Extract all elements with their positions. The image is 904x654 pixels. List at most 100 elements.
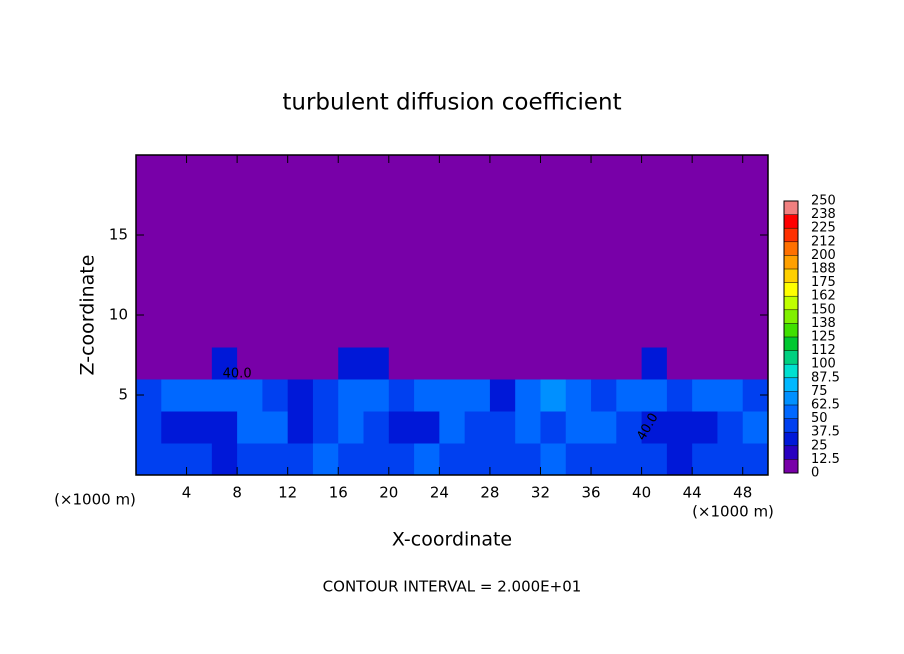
field-cell: [439, 443, 466, 476]
field-cell: [641, 315, 668, 348]
field-cell: [211, 315, 238, 348]
field-cell: [591, 379, 617, 412]
colorbar-label: 200: [811, 248, 836, 263]
field-cell: [489, 443, 516, 476]
field-cell: [489, 155, 516, 188]
field-cell: [641, 155, 668, 188]
field-cell: [338, 155, 365, 188]
x-tick-label: 44: [683, 484, 702, 502]
field-cell: [186, 411, 213, 444]
field-cell: [414, 155, 440, 188]
field-cell: [591, 219, 617, 252]
field-cell: [186, 187, 213, 220]
field-cell: [666, 443, 693, 476]
colorbar-label: 238: [811, 207, 836, 222]
field-cell: [388, 155, 415, 188]
field-cell: [414, 347, 440, 380]
field-cell: [414, 443, 440, 476]
colorbar-label: 100: [811, 357, 836, 372]
field-cell: [161, 411, 188, 444]
field-cell: [489, 347, 516, 380]
field-cell: [136, 155, 162, 188]
colorbar-segment: [784, 323, 798, 337]
field-cell: [591, 155, 617, 188]
field-cell: [742, 443, 769, 476]
x-tick-label: 32: [531, 484, 550, 502]
field-cell: [464, 315, 491, 348]
x-tick-label: 36: [581, 484, 600, 502]
field-cell: [515, 443, 541, 476]
field-cell: [717, 187, 744, 220]
x-unit-label: (×1000 m): [692, 503, 774, 521]
field-cell: [287, 219, 314, 252]
field-cell: [742, 283, 769, 316]
field-cell: [717, 411, 744, 444]
field-cell: [312, 283, 339, 316]
field-cell: [338, 443, 365, 476]
y-axis-label: Z-coordinate: [77, 255, 99, 376]
field-cell: [136, 251, 162, 284]
y-tick-label: 15: [109, 226, 128, 244]
field-cell: [414, 251, 440, 284]
field-cell: [439, 187, 466, 220]
field-cell: [439, 411, 466, 444]
colorbar-segment: [784, 445, 798, 460]
field-cell: [515, 251, 541, 284]
field-cell: [666, 251, 693, 284]
field-cell: [641, 411, 668, 444]
field-cell: [237, 187, 263, 220]
field-cell: [161, 347, 188, 380]
colorbar-segment: [784, 241, 798, 256]
field-cell: [439, 283, 466, 316]
field-cell: [439, 315, 466, 348]
field-cell: [666, 219, 693, 252]
field-cell: [565, 411, 592, 444]
field-cell: [186, 155, 213, 188]
field-cell: [565, 347, 592, 380]
field-cell: [692, 251, 718, 284]
colorbar-label: 125: [811, 330, 836, 345]
colorbar-label: 75: [811, 384, 828, 399]
field-cell: [237, 251, 263, 284]
field-cell: [338, 315, 365, 348]
field-cell: [237, 315, 263, 348]
field-cell: [262, 187, 289, 220]
field-cell: [464, 155, 491, 188]
field-cell: [287, 283, 314, 316]
colorbar-label: 162: [811, 289, 836, 304]
field-cell: [287, 251, 314, 284]
field-cell: [692, 283, 718, 316]
colorbar-label: 12.5: [811, 452, 840, 467]
field-cell: [388, 283, 415, 316]
field-cell: [338, 219, 365, 252]
field-cell: [692, 347, 718, 380]
field-cell: [464, 411, 491, 444]
field-cell: [211, 283, 238, 316]
field-cell: [540, 187, 567, 220]
field-cell: [641, 379, 668, 412]
field-cell: [136, 315, 162, 348]
field-cell: [262, 379, 289, 412]
field-cell: [717, 155, 744, 188]
field-cell: [515, 347, 541, 380]
x-tick-label: 40: [632, 484, 651, 502]
field-cell: [717, 443, 744, 476]
field-cell: [414, 315, 440, 348]
field-cell: [338, 379, 365, 412]
field-cell: [161, 187, 188, 220]
field-cell: [262, 155, 289, 188]
field-cell: [515, 219, 541, 252]
field-cell: [262, 315, 289, 348]
field-cell: [136, 411, 162, 444]
colorbar-segment: [784, 228, 798, 242]
y-tick-label: 10: [109, 306, 128, 324]
field-cell: [439, 379, 466, 412]
colorbar-label: 37.5: [811, 425, 840, 440]
colorbar-segment: [784, 432, 798, 446]
field-cell: [464, 443, 491, 476]
field-cell: [540, 251, 567, 284]
field-cell: [388, 187, 415, 220]
colorbar-segment: [784, 405, 798, 419]
field-cell: [742, 411, 769, 444]
field-cell: [312, 443, 339, 476]
